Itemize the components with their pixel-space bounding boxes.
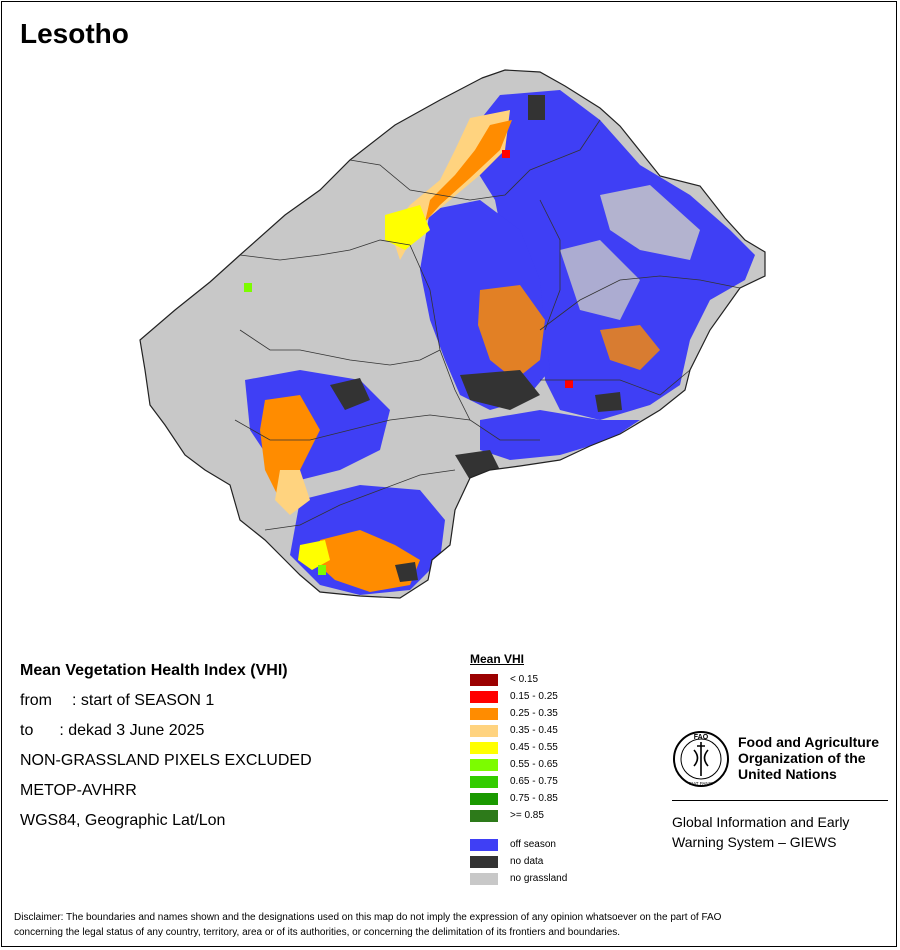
legend-swatch (470, 775, 498, 788)
legend-label: off season (510, 839, 556, 850)
legend-item: 0.25 - 0.35 (470, 705, 567, 722)
legend-label: 0.65 - 0.75 (510, 776, 558, 787)
map-legend: Mean VHI < 0.15 0.15 - 0.25 0.25 - 0.35 … (470, 652, 567, 887)
legend-swatch (470, 855, 498, 868)
legend-label: < 0.15 (510, 674, 539, 685)
giews-line: Global Information and Early (672, 814, 850, 830)
legend-item: 0.35 - 0.45 (470, 722, 567, 739)
info-from-value: : start of SEASON 1 (72, 692, 215, 709)
vhi-band-south-yellow (298, 540, 330, 570)
no-data-patch-east (595, 392, 622, 412)
legend-swatch (470, 838, 498, 851)
vhi-band-central (478, 285, 545, 380)
legend-swatch (470, 809, 498, 822)
legend-swatch (470, 758, 498, 771)
vhi-patch-red-east (565, 380, 573, 388)
legend-item: 0.45 - 0.55 (470, 739, 567, 756)
info-from-label: from (20, 692, 52, 709)
info-to-value: : dekad 3 June 2025 (59, 722, 205, 739)
vhi-band-west (260, 395, 320, 500)
giews-name: Global Information and Early Warning Sys… (672, 812, 849, 852)
info-to-row: to : dekad 3 June 2025 (20, 716, 312, 746)
vhi-raster (244, 90, 755, 595)
info-to-label: to (20, 722, 34, 739)
legend-item: 0.55 - 0.65 (470, 756, 567, 773)
legend-label: 0.25 - 0.35 (510, 708, 558, 719)
vhi-patch-red (502, 150, 510, 158)
legend-label: 0.75 - 0.85 (510, 793, 558, 804)
no-data-patch-south (395, 562, 418, 582)
fao-org-line: Food and Agriculture (738, 734, 880, 750)
fao-org-name: Food and Agriculture Organization of the… (738, 734, 879, 782)
vhi-patch-green-south (318, 565, 326, 575)
legend-swatch (470, 792, 498, 805)
legend-label: 0.15 - 0.25 (510, 691, 558, 702)
no-data-patch-north (528, 95, 545, 120)
info-from-row: from : start of SEASON 1 (20, 686, 312, 716)
legend-item: >= 0.85 (470, 807, 567, 824)
legend-label: 0.55 - 0.65 (510, 759, 558, 770)
fao-logo-icon: FAO FIAT PANIS (673, 731, 729, 787)
disclaimer-line: Disclaimer: The boundaries and names sho… (14, 912, 722, 923)
legend-item: no grassland (470, 870, 567, 887)
district-boundaries (234, 119, 741, 531)
no-data-patch-west (330, 378, 370, 410)
legend-swatch (470, 872, 498, 885)
vhi-band-south (315, 530, 420, 592)
map-title: Lesotho (20, 18, 129, 49)
legend-other-list: off season no data no grassland (470, 836, 567, 887)
no-data-patch-central (460, 370, 540, 410)
legend-label: 0.35 - 0.45 (510, 725, 558, 736)
fao-logo-text-top: FAO (694, 734, 709, 741)
off-season-patch-north (600, 185, 700, 260)
legend-swatch (470, 673, 498, 686)
legend-item: 0.65 - 0.75 (470, 773, 567, 790)
vhi-patch-green (244, 283, 252, 292)
giews-line: Warning System – GIEWS (672, 834, 837, 850)
info-exclusion: NON-GRASSLAND PIXELS EXCLUDED (20, 752, 312, 769)
fao-org-line: United Nations (738, 766, 837, 782)
legend-item: < 0.15 (470, 671, 567, 688)
legend-label: 0.45 - 0.55 (510, 742, 558, 753)
legend-label: >= 0.85 (510, 810, 544, 821)
legend-swatch (470, 707, 498, 720)
info-sensor: METOP-AVHRR (20, 782, 137, 799)
legend-label: no data (510, 856, 544, 867)
legend-swatch (470, 741, 498, 754)
fao-logo-text-bottom: FIAT PANIS (689, 781, 713, 786)
fao-org-line: Organization of the (738, 750, 866, 766)
country-border (139, 69, 766, 599)
off-season-area-east (480, 410, 640, 460)
legend-swatch (470, 724, 498, 737)
disclaimer-line: concerning the legal status of any count… (14, 927, 621, 938)
map-info: Mean Vegetation Health Index (VHI) from:… (20, 656, 312, 836)
info-heading: Mean Vegetation Health Index (VHI) (20, 662, 288, 679)
legend-item: no data (470, 853, 567, 870)
fao-divider (672, 800, 888, 801)
legend-swatch (470, 690, 498, 703)
disclaimer: Disclaimer: The boundaries and names sho… (14, 910, 886, 940)
vhi-map (139, 69, 766, 599)
legend-item: 0.75 - 0.85 (470, 790, 567, 807)
legend-class-list: < 0.15 0.15 - 0.25 0.25 - 0.35 0.35 - 0.… (470, 671, 567, 824)
vhi-band-yellow-north (385, 205, 430, 250)
legend-item: off season (470, 836, 567, 853)
legend-item: 0.15 - 0.25 (470, 688, 567, 705)
vhi-band-east (600, 325, 660, 370)
legend-label: no grassland (510, 873, 568, 884)
info-projection: WGS84, Geographic Lat/Lon (20, 812, 226, 829)
legend-title: Mean VHI (470, 652, 525, 666)
vhi-band-west-light (275, 470, 310, 515)
